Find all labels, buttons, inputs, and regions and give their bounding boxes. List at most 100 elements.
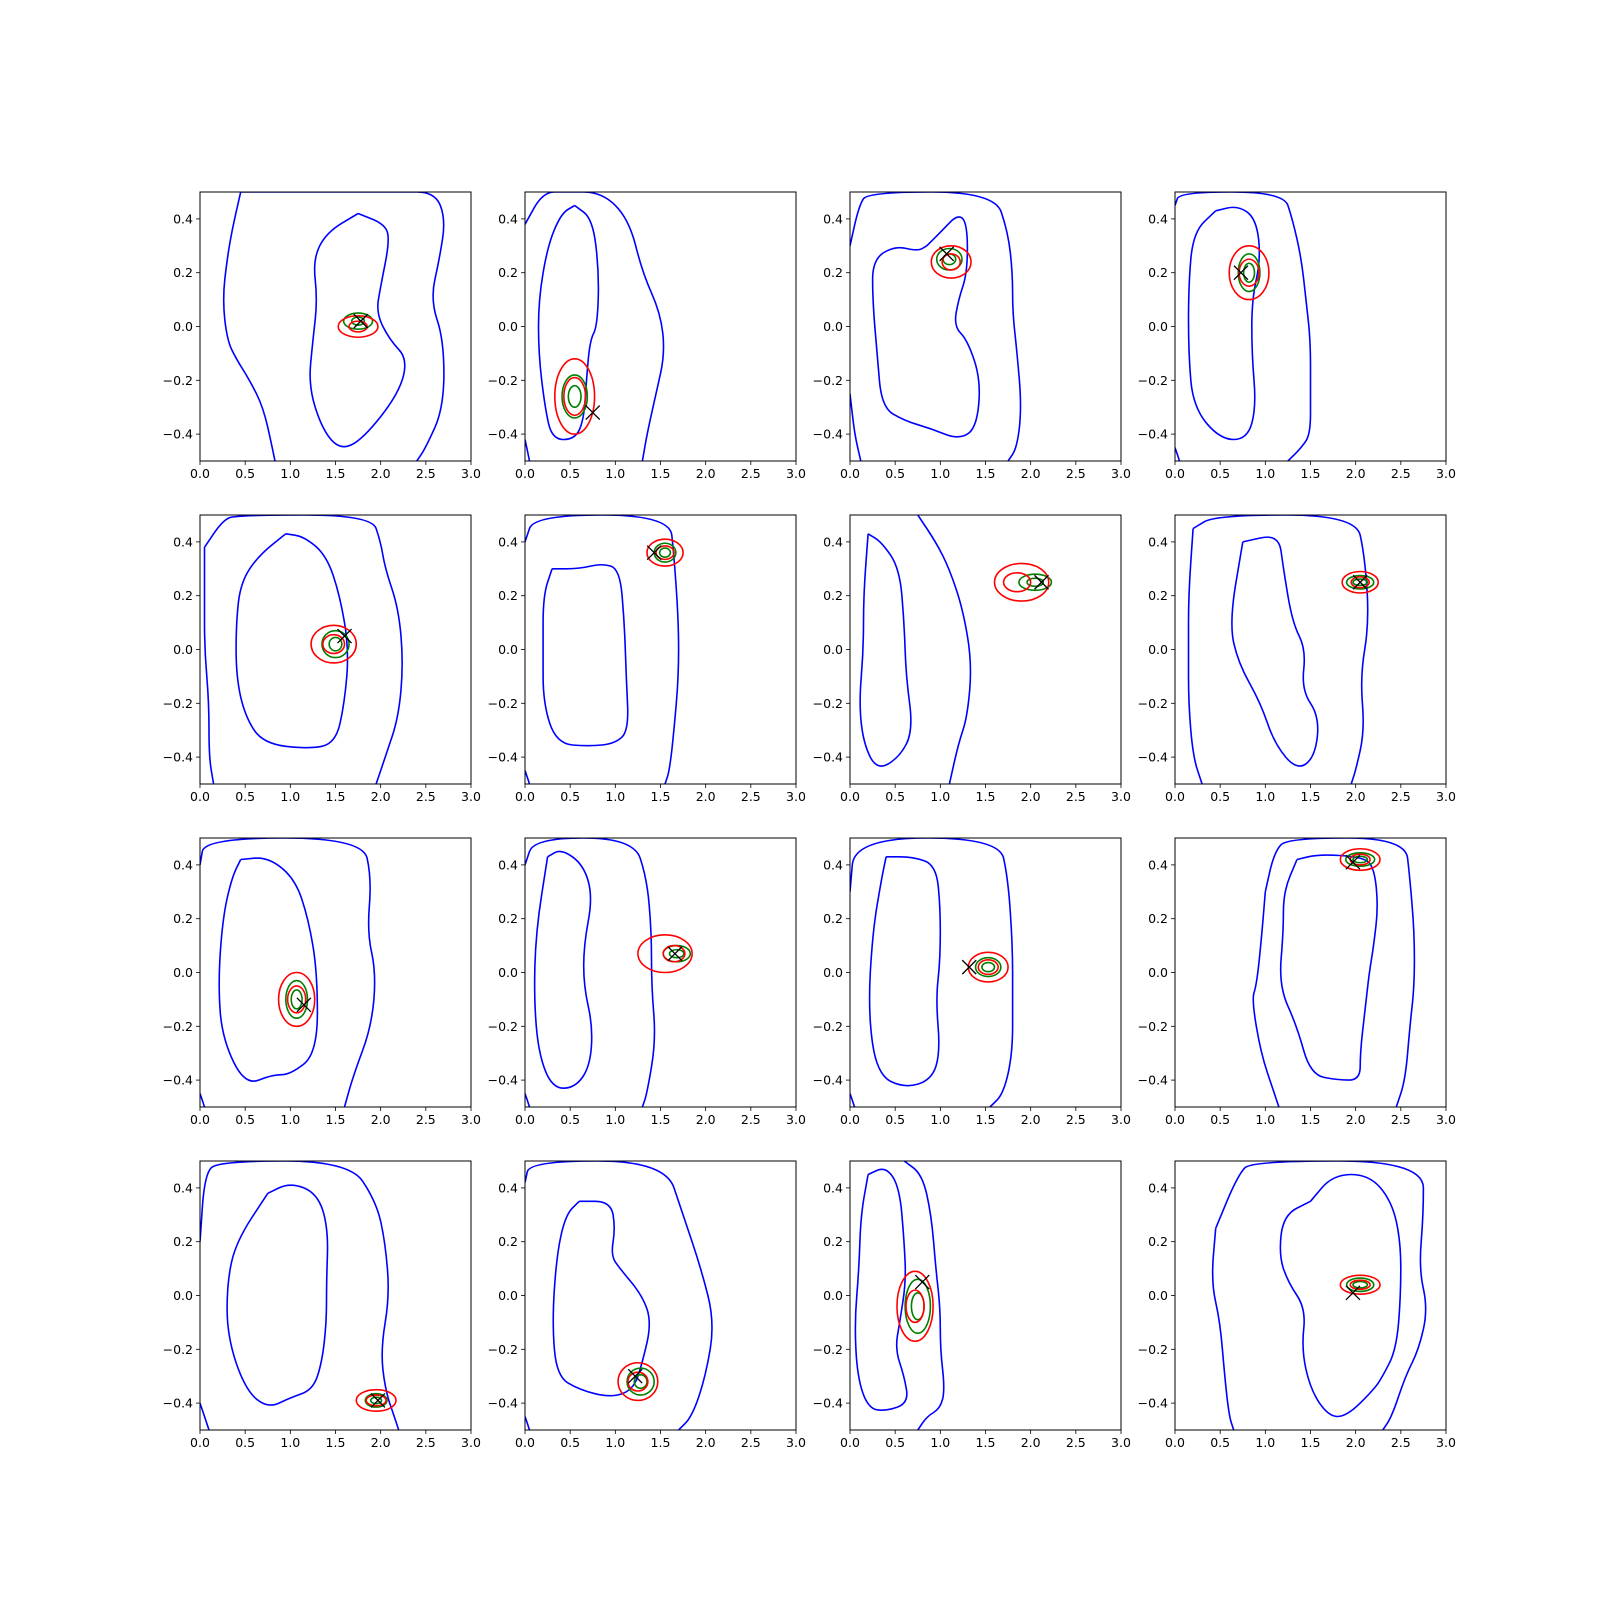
y-tick-label: −0.2 bbox=[813, 696, 843, 711]
red-contour bbox=[365, 1394, 387, 1407]
y-tick-label: −0.2 bbox=[163, 1342, 193, 1357]
x-tick-label: 0.0 bbox=[840, 1112, 860, 1127]
x-tick-label: 0.5 bbox=[885, 789, 905, 804]
red-contour bbox=[941, 253, 962, 271]
blue-contour bbox=[1211, 1228, 1235, 1430]
x-tick-label: 2.0 bbox=[696, 1435, 716, 1450]
x-tick-label: 3.0 bbox=[1436, 1435, 1456, 1450]
y-tick-label: 0.4 bbox=[1148, 1180, 1168, 1195]
y-tick-label: −0.4 bbox=[1138, 1396, 1168, 1411]
green-contour bbox=[561, 374, 589, 419]
x-tick-label: 1.0 bbox=[1255, 466, 1275, 481]
true-point-marker bbox=[914, 1274, 930, 1290]
subplot-2: 0.0 0.5 1.0 1.5 2.0 2.5 3.0 −0.4 −0.2 0.0 0.2 0.4 bbox=[488, 191, 806, 481]
blue-contour bbox=[533, 850, 593, 1090]
x-tick-label: 3.0 bbox=[461, 466, 481, 481]
blue-contour bbox=[1175, 192, 1312, 461]
x-tick-label: 0.5 bbox=[1210, 1112, 1230, 1127]
y-tick-label: −0.2 bbox=[488, 373, 518, 388]
y-tick-label: −0.4 bbox=[488, 427, 518, 442]
plot-area bbox=[1211, 1161, 1427, 1430]
y-tick-label: −0.4 bbox=[1138, 427, 1168, 442]
x-tick-label: 0.0 bbox=[515, 1435, 535, 1450]
red-contour bbox=[563, 376, 587, 417]
y-tick-label: 0.0 bbox=[823, 965, 843, 980]
x-tick-label: 0.0 bbox=[190, 1435, 210, 1450]
red-contour bbox=[1002, 572, 1032, 593]
y-tick-label: 0.4 bbox=[173, 1180, 193, 1195]
red-contour bbox=[348, 320, 368, 333]
y-tick-label: 0.2 bbox=[498, 911, 518, 926]
blue-contour bbox=[525, 515, 680, 784]
x-tick-label: 1.0 bbox=[605, 1435, 625, 1450]
green-contour bbox=[1026, 577, 1045, 588]
y-tick-label: 0.0 bbox=[823, 1288, 843, 1303]
x-tick-label: 0.0 bbox=[840, 466, 860, 481]
x-tick-label: 1.5 bbox=[976, 1112, 996, 1127]
x-tick-label: 2.0 bbox=[1021, 1435, 1041, 1450]
y-tick-label: 0.0 bbox=[498, 965, 518, 980]
blue-contour bbox=[871, 216, 981, 438]
blue-contour bbox=[1214, 1161, 1427, 1430]
y-tick-label: 0.2 bbox=[1148, 588, 1168, 603]
blue-contour bbox=[525, 838, 656, 1107]
axes-frame bbox=[524, 1160, 797, 1431]
y-tick-label: 0.0 bbox=[823, 319, 843, 334]
x-tick-label: 3.0 bbox=[461, 1112, 481, 1127]
plot-area bbox=[222, 192, 445, 461]
red-contour bbox=[977, 959, 999, 976]
y-tick-label: 0.2 bbox=[173, 265, 193, 280]
blue-contour bbox=[1264, 838, 1416, 1107]
x-tick-label: 0.5 bbox=[560, 789, 580, 804]
subplot-3: 0.0 0.5 1.0 1.5 2.0 2.5 3.0 −0.4 −0.2 0.0 0.2 0.4 bbox=[813, 191, 1131, 481]
x-tick-label: 0.5 bbox=[560, 1112, 580, 1127]
red-contour bbox=[967, 951, 1009, 983]
blue-contour bbox=[1279, 854, 1378, 1081]
y-tick-label: 0.4 bbox=[498, 211, 518, 226]
x-tick-label: 1.0 bbox=[1255, 789, 1275, 804]
y-tick-label: −0.2 bbox=[488, 1342, 518, 1357]
plot-area bbox=[525, 192, 665, 461]
x-tick-label: 1.0 bbox=[605, 466, 625, 481]
x-tick-label: 1.5 bbox=[1301, 789, 1321, 804]
blue-contour bbox=[200, 838, 376, 1107]
y-tick-label: 0.2 bbox=[498, 265, 518, 280]
subplot-15: 0.0 0.5 1.0 1.5 2.0 2.5 3.0 −0.4 −0.2 0.0 0.2 0.4 bbox=[813, 1160, 1131, 1450]
plot-area bbox=[525, 1161, 713, 1430]
x-tick-label: 1.0 bbox=[280, 1112, 300, 1127]
y-tick-label: −0.4 bbox=[813, 1073, 843, 1088]
x-tick-label: 2.5 bbox=[416, 466, 436, 481]
y-tick-label: 0.2 bbox=[173, 588, 193, 603]
y-tick-label: 0.2 bbox=[173, 1234, 193, 1249]
x-tick-label: 2.5 bbox=[416, 1112, 436, 1127]
blue-contour bbox=[552, 1200, 651, 1397]
plot-area bbox=[854, 1161, 945, 1430]
blue-contour bbox=[542, 563, 629, 747]
red-contour bbox=[896, 1270, 934, 1343]
x-tick-label: 0.0 bbox=[1165, 1435, 1185, 1450]
y-tick-label: 0.4 bbox=[498, 534, 518, 549]
true-point-marker bbox=[1345, 1285, 1361, 1301]
x-tick-label: 0.0 bbox=[190, 466, 210, 481]
y-tick-label: 0.0 bbox=[1148, 965, 1168, 980]
x-tick-label: 0.5 bbox=[885, 1112, 905, 1127]
axes-frame bbox=[849, 837, 1122, 1108]
y-tick-label: 0.0 bbox=[173, 1288, 193, 1303]
plot-area bbox=[200, 1161, 400, 1430]
green-contour bbox=[369, 1396, 383, 1405]
y-tick-label: 0.4 bbox=[823, 857, 843, 872]
x-tick-label: 0.0 bbox=[1165, 466, 1185, 481]
y-tick-label: −0.4 bbox=[488, 1073, 518, 1088]
y-tick-label: −0.2 bbox=[1138, 1019, 1168, 1034]
blue-contour bbox=[1175, 447, 1181, 461]
y-tick-label: −0.2 bbox=[1138, 696, 1168, 711]
x-tick-label: 1.5 bbox=[976, 1435, 996, 1450]
x-tick-label: 0.0 bbox=[840, 789, 860, 804]
y-tick-label: −0.4 bbox=[163, 750, 193, 765]
y-tick-label: −0.4 bbox=[163, 1396, 193, 1411]
blue-contour bbox=[903, 1161, 945, 1430]
x-tick-label: 1.0 bbox=[930, 466, 950, 481]
y-tick-label: 0.0 bbox=[173, 642, 193, 657]
plot-area bbox=[203, 515, 403, 784]
